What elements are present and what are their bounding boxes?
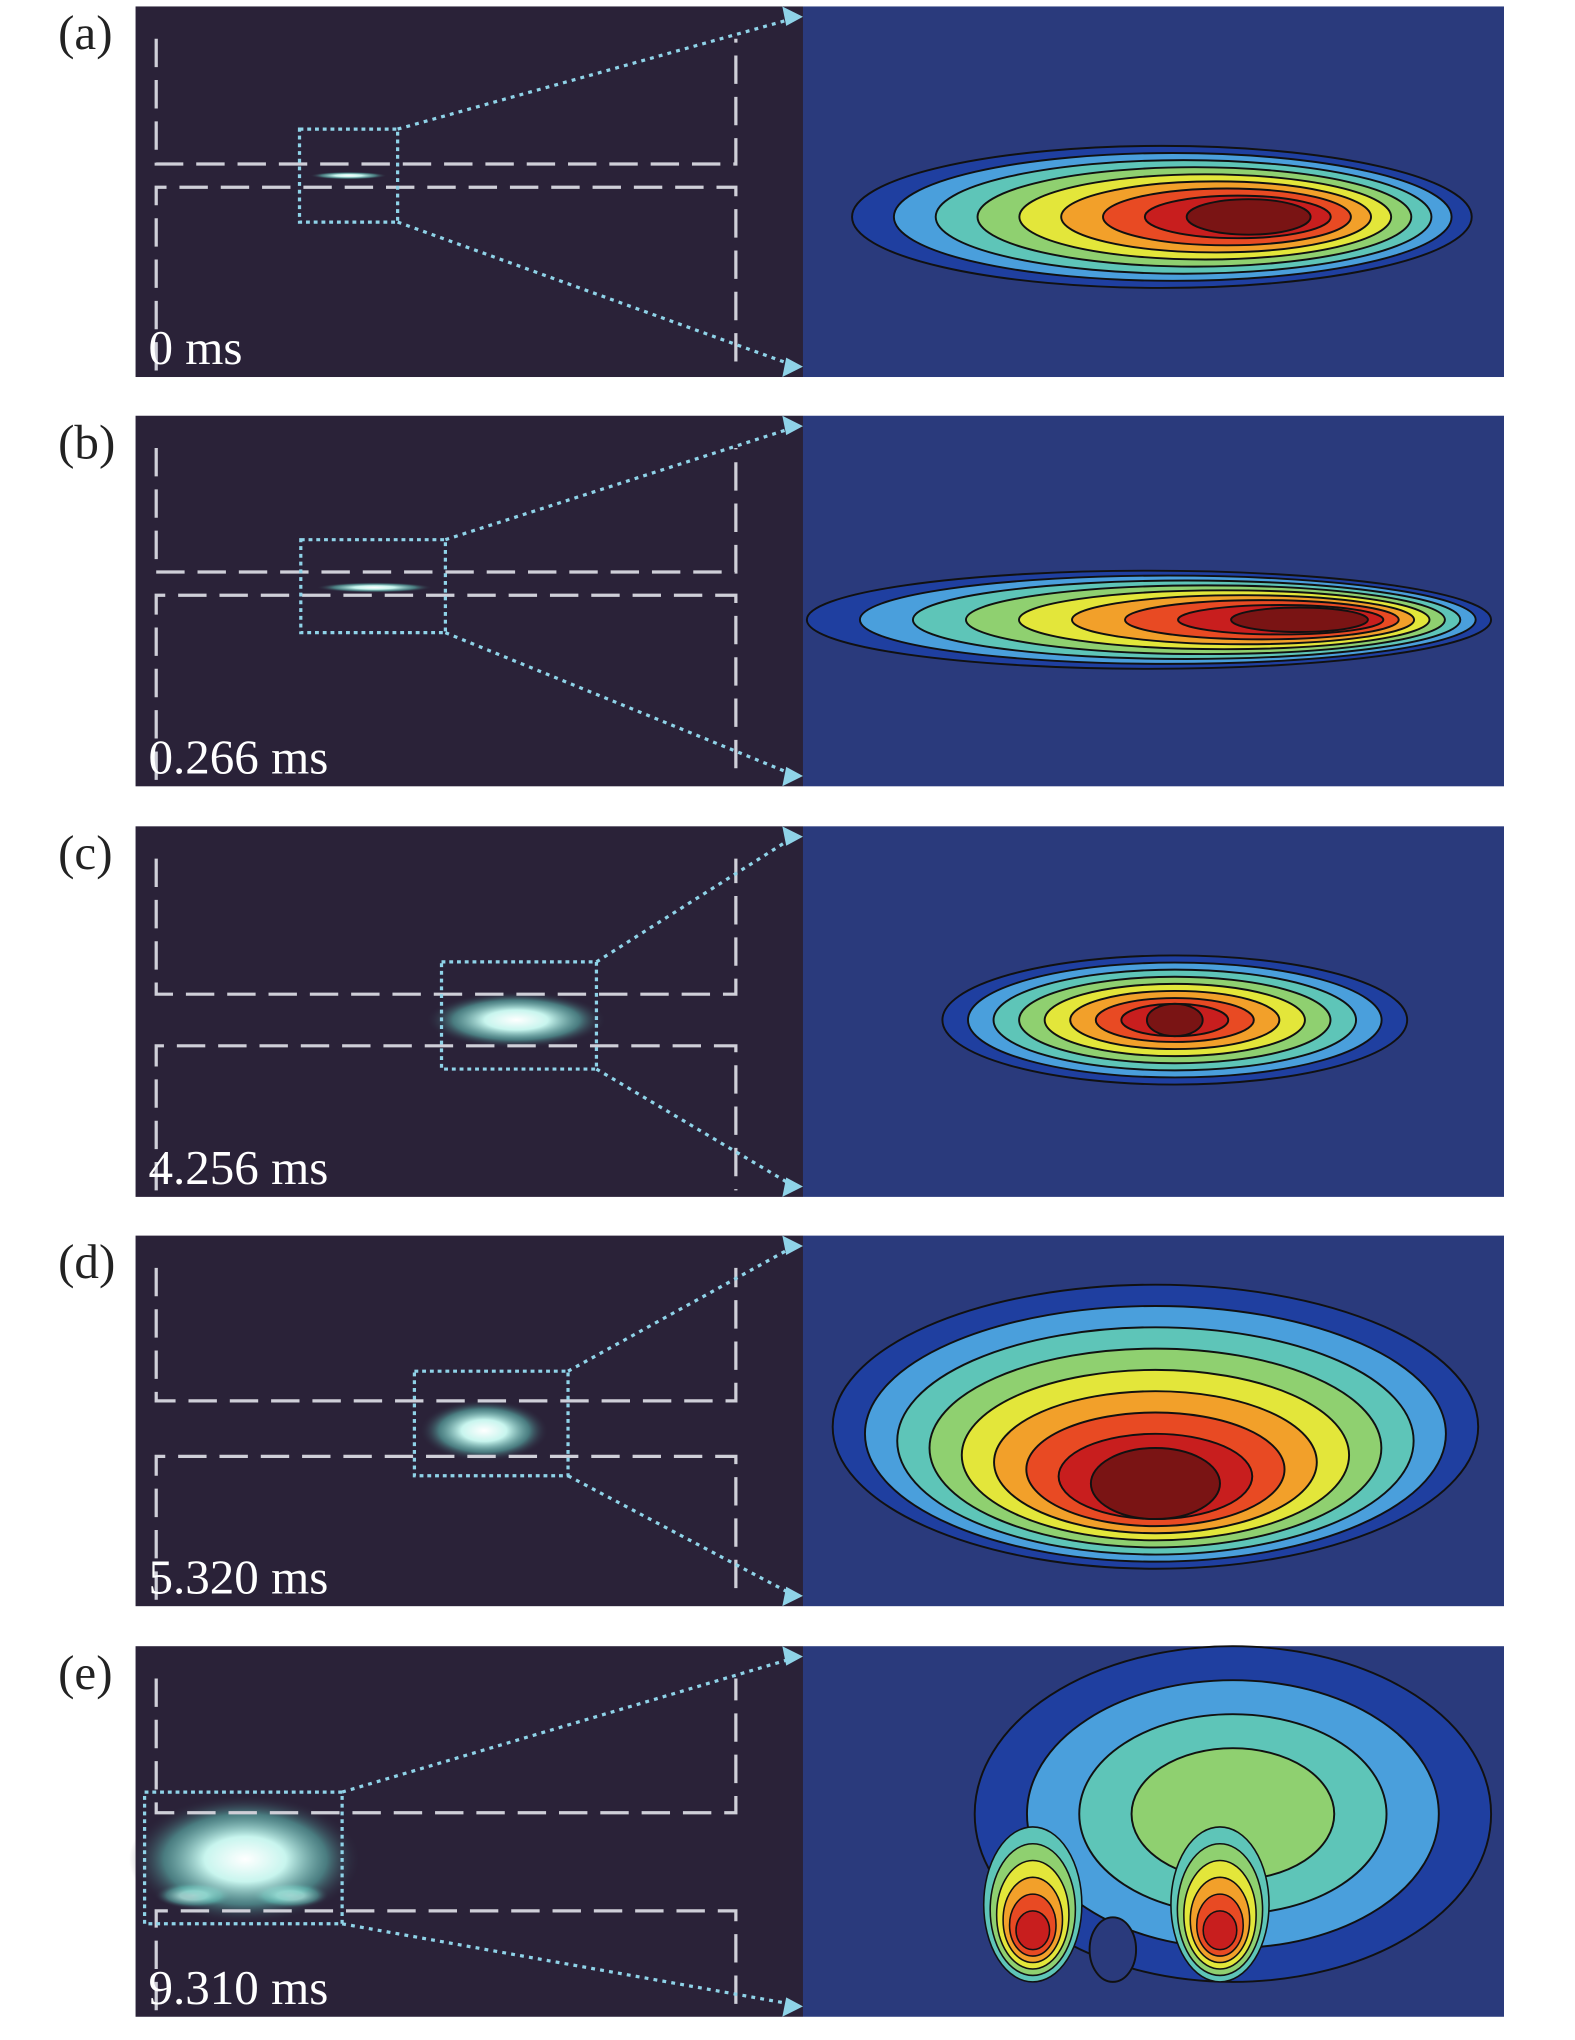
zoom-arrow	[567, 1474, 791, 1595]
zoom-box	[142, 1790, 344, 1926]
channel-outline	[154, 185, 738, 371]
arrow-head	[782, 826, 803, 846]
arrow-head	[782, 1586, 803, 1607]
zoom-arrow	[341, 1657, 791, 1794]
zoom-arrow	[444, 631, 791, 775]
channel-outline	[154, 1267, 738, 1403]
channel-outline	[154, 1678, 738, 1815]
zoom-arrow	[567, 1247, 791, 1373]
arrow-head	[782, 1646, 803, 1666]
zoom-arrow	[595, 1067, 791, 1186]
time-label: 5.320 ms	[148, 1549, 328, 1604]
panel-label: (a)	[58, 5, 112, 60]
flame-glow	[426, 991, 607, 1049]
arrow-head	[782, 766, 803, 787]
panel-label: (c)	[58, 825, 112, 880]
flame-glow	[316, 582, 433, 593]
contour-hole	[1088, 1916, 1138, 1983]
zoom-arrow	[341, 1922, 791, 2006]
channel-outline	[154, 448, 738, 574]
arrow-head	[782, 357, 803, 378]
channel-outline	[154, 593, 738, 780]
panel-label: (e)	[58, 1645, 112, 1700]
time-label: 4.256 ms	[148, 1140, 328, 1195]
arrow-head	[782, 1997, 803, 2017]
flame-glow	[419, 1399, 549, 1462]
panel-label: (d)	[58, 1234, 115, 1289]
contour-level	[1185, 198, 1312, 236]
contour-level	[1015, 1910, 1051, 1951]
zoom-arrow	[397, 220, 791, 366]
zoom-box	[412, 1369, 570, 1478]
zoom-box	[299, 538, 448, 635]
flame-glow	[309, 171, 388, 180]
channel-outline	[154, 1044, 738, 1191]
arrow-head	[782, 415, 803, 436]
channel-outline	[154, 38, 738, 166]
zoom-box	[439, 960, 599, 1071]
contour-level	[1089, 1447, 1221, 1520]
channel-outline	[154, 858, 738, 996]
channel-outline	[154, 1909, 738, 2011]
zoom-arrow	[595, 837, 791, 964]
arrow-head	[782, 1235, 803, 1255]
zoom-box	[297, 127, 400, 224]
arrow-head	[782, 1177, 803, 1197]
contour-level	[1230, 606, 1369, 633]
flame-glow	[129, 1794, 362, 1924]
time-label: 0 ms	[148, 320, 242, 375]
time-label: 9.310 ms	[148, 1960, 328, 2015]
time-label: 0.266 ms	[148, 729, 328, 784]
arrow-head	[782, 6, 803, 26]
camera-image	[135, 6, 803, 378]
zoom-arrow	[444, 427, 791, 542]
camera-image	[135, 415, 803, 787]
contour-level	[1145, 1002, 1204, 1038]
panel-label: (b)	[58, 414, 115, 469]
contour-level	[1202, 1910, 1238, 1951]
channel-outline	[154, 1454, 738, 1600]
